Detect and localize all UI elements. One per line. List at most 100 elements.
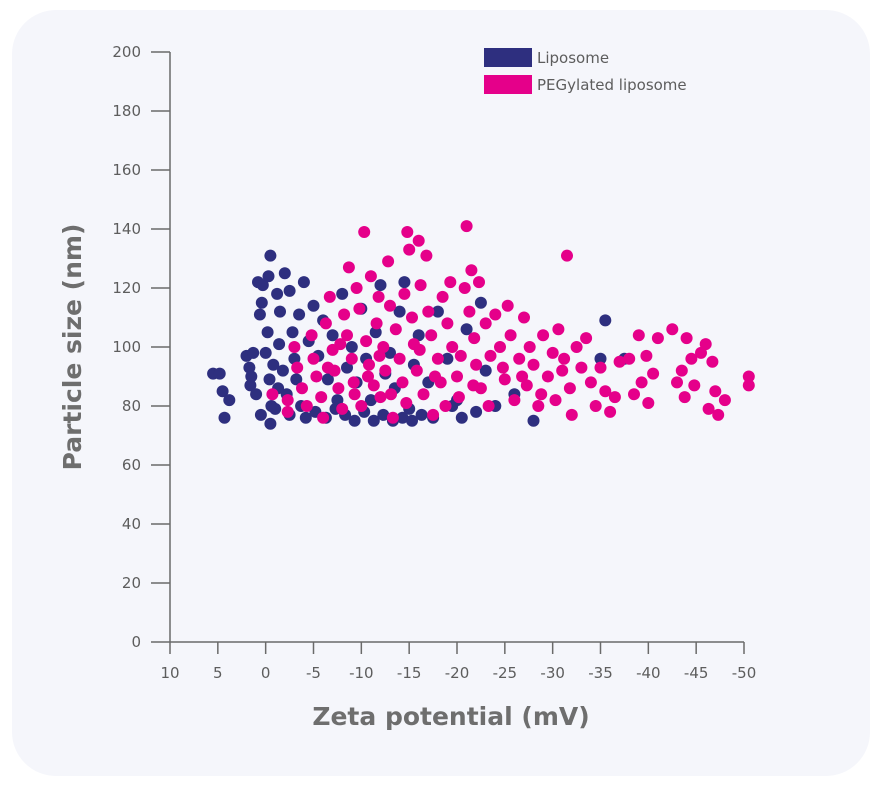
data-point (570, 341, 583, 353)
data-point (412, 234, 425, 247)
data-point (709, 385, 722, 398)
x-tick-label: -45 (684, 664, 709, 682)
data-point (350, 282, 363, 294)
legend-swatch-pegylated-liposome (484, 75, 532, 94)
data-point (465, 264, 478, 277)
data-point (501, 299, 514, 312)
data-point (400, 397, 413, 409)
data-point (360, 335, 373, 348)
data-point (382, 255, 395, 268)
data-point (647, 367, 660, 380)
data-point (278, 267, 291, 280)
data-point (425, 329, 438, 342)
data-point (527, 358, 540, 371)
data-point (267, 358, 280, 371)
data-point (218, 411, 231, 424)
data-point (470, 405, 483, 418)
data-point (494, 341, 506, 353)
data-point (266, 388, 279, 401)
y-tick-label: 160 (112, 161, 141, 179)
y-axis-title: Particle size (nm) (58, 224, 87, 471)
data-point (473, 276, 485, 289)
data-point (300, 400, 313, 412)
data-point (742, 379, 755, 392)
data-point (254, 408, 267, 421)
data-point (604, 405, 617, 418)
data-point (299, 411, 312, 424)
data-point (508, 394, 521, 407)
data-point (479, 317, 492, 330)
data-point (441, 352, 454, 365)
data-point (599, 314, 612, 327)
data-point (370, 317, 383, 330)
legend: Liposome PEGylated liposome (484, 48, 687, 94)
y-tick-label: 180 (112, 102, 141, 120)
data-point (307, 352, 320, 365)
x-tick-label: -40 (636, 664, 661, 682)
data-point (373, 349, 386, 362)
data-point (561, 249, 573, 262)
data-point (699, 338, 712, 351)
data-point (688, 379, 701, 392)
data-point (422, 305, 435, 318)
x-tick-label: -50 (732, 664, 757, 682)
data-point (273, 338, 286, 351)
data-point (310, 370, 323, 383)
x-tick-label: -15 (397, 664, 422, 682)
data-point (401, 226, 414, 238)
y-tick-label: 60 (122, 456, 141, 474)
data-point (321, 373, 334, 386)
data-point (452, 391, 465, 404)
data-point (635, 376, 648, 389)
data-point (321, 361, 334, 374)
data-point (336, 287, 349, 300)
data-point (213, 367, 226, 380)
data-point (281, 405, 294, 418)
data-point (463, 305, 476, 318)
data-point (384, 299, 396, 312)
data-point (580, 332, 593, 345)
y-tick-label: 140 (112, 220, 141, 238)
data-point (414, 279, 427, 292)
x-tick-label: -25 (493, 664, 518, 682)
data-point (628, 388, 640, 401)
y-tick-label: 200 (112, 43, 141, 61)
data-point (262, 270, 275, 283)
data-point (458, 282, 471, 294)
data-point (460, 220, 473, 233)
data-point (410, 364, 423, 377)
x-ticks: 10 5 0 -5 -10 -15 -20 -25 -30 -35 -40 -45 -50 (160, 642, 756, 682)
x-axis-title: Zeta potential (mV) (312, 702, 589, 731)
data-point (264, 417, 277, 430)
data-point (484, 349, 497, 362)
data-point (245, 370, 258, 383)
data-point (317, 411, 330, 424)
data-point (439, 400, 452, 412)
data-point (336, 402, 349, 415)
data-point (269, 402, 282, 415)
data-point (632, 329, 645, 342)
data-point (406, 311, 418, 324)
data-point (535, 388, 548, 401)
data-point (718, 394, 731, 407)
data-point (549, 394, 562, 407)
data-point (297, 276, 310, 289)
data-point (271, 287, 284, 300)
data-point (323, 290, 336, 303)
data-point (706, 355, 719, 368)
data-point (489, 308, 502, 321)
data-point (427, 408, 440, 421)
legend-label-pegylated-liposome: PEGylated liposome (537, 76, 687, 94)
data-point (364, 270, 377, 283)
data-point (415, 408, 428, 421)
data-point (377, 408, 390, 421)
data-point (398, 276, 411, 289)
y-tick-label: 120 (112, 279, 141, 297)
data-point (608, 391, 621, 404)
data-point (412, 329, 425, 342)
data-point (640, 349, 653, 362)
data-point (319, 317, 332, 330)
data-point (338, 308, 351, 321)
data-point (431, 352, 444, 365)
